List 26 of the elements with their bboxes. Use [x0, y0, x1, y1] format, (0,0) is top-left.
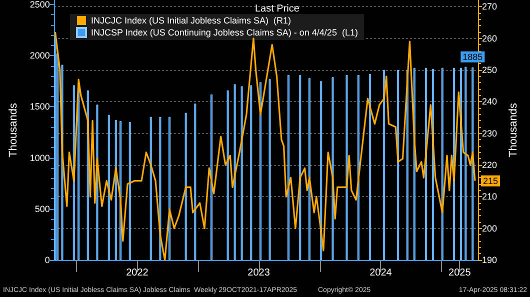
y2-tick-label: 220	[482, 160, 498, 170]
y2-tick-label: 190	[482, 255, 498, 265]
y2-tick-label: 270	[482, 2, 498, 12]
y2-tick-label: 250	[482, 65, 498, 76]
legend-title: Last Price	[254, 4, 300, 14]
x-tick-label: 2023	[248, 268, 270, 278]
y2-tick-label: 240	[482, 96, 498, 107]
data-label: 1885	[462, 52, 483, 62]
y-tick-label: 500	[34, 204, 50, 214]
y2-tick-label: 200	[482, 223, 498, 234]
y-tick-label: 1000	[30, 152, 50, 163]
y-tick-label: 1500	[30, 102, 50, 112]
y-tick-label: 2500	[30, 0, 50, 10]
legend-label: INJCJC Index (US Initial Jobless Claims SA) (R1)	[91, 16, 292, 26]
data-label: 215	[483, 176, 498, 186]
legend-label: INJCSP Index (US Continuing Jobless Claims SA) - on 4/4/25 (L1)	[91, 28, 358, 38]
x-tick-label: 2024	[370, 268, 392, 278]
y-tick-label: 2000	[30, 50, 50, 61]
x-tick-label: 2025	[448, 268, 472, 278]
y-axis-title: Thousands	[8, 102, 20, 158]
y2-tick-label: 230	[482, 128, 498, 138]
y2-axis-title: Thousands	[507, 102, 520, 158]
y2-tick-label: 210	[482, 192, 498, 202]
y2-tick-label: 260	[482, 33, 498, 44]
x-tick-label: 2022	[126, 268, 149, 278]
y-tick-label: 0	[44, 255, 50, 265]
